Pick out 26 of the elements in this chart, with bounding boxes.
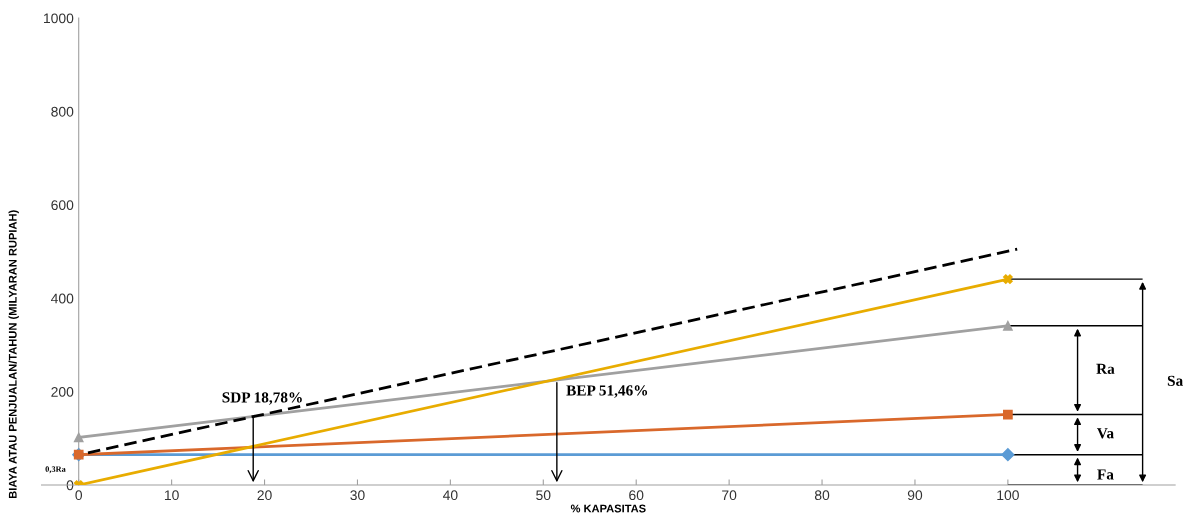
y-tick-label: 600 bbox=[51, 200, 74, 211]
x-tick-label: 50 bbox=[536, 490, 551, 501]
y-axis-title: BIAYA ATAU PENJUALAN/TAHUN (MILYARAN RUPIAH) bbox=[8, 210, 19, 499]
x-tick-label: 20 bbox=[257, 490, 272, 501]
annotation: Va bbox=[1096, 428, 1114, 439]
x-tick-label: 90 bbox=[907, 490, 923, 501]
x-tick-label: 40 bbox=[442, 490, 458, 501]
y-tick-label: 200 bbox=[51, 386, 74, 397]
annotation: BEP 51,46% bbox=[566, 385, 648, 398]
x-tick-label: 10 bbox=[164, 490, 179, 501]
x-axis-title: % KAPASITAS bbox=[570, 504, 646, 513]
y-tick-label: 800 bbox=[51, 106, 74, 117]
annotation: Ra bbox=[1096, 363, 1115, 374]
y-tick-label: 0 bbox=[66, 480, 74, 491]
annotation: 0,3Ra bbox=[45, 466, 66, 474]
x-tick-label: 80 bbox=[814, 490, 830, 501]
annotation: Fa bbox=[1097, 469, 1114, 480]
annotation: Sa bbox=[1167, 375, 1183, 386]
x-tick-label: 30 bbox=[350, 490, 365, 501]
y-tick-label: 400 bbox=[51, 293, 74, 304]
x-tick-label: 60 bbox=[629, 490, 644, 501]
x-tick-label: 100 bbox=[997, 490, 1019, 501]
annotation: SDP 18,78% bbox=[222, 392, 302, 405]
x-tick-label: 70 bbox=[722, 490, 737, 501]
y-tick-label: 1000 bbox=[44, 13, 74, 24]
x-tick-label: 0 bbox=[75, 490, 83, 501]
